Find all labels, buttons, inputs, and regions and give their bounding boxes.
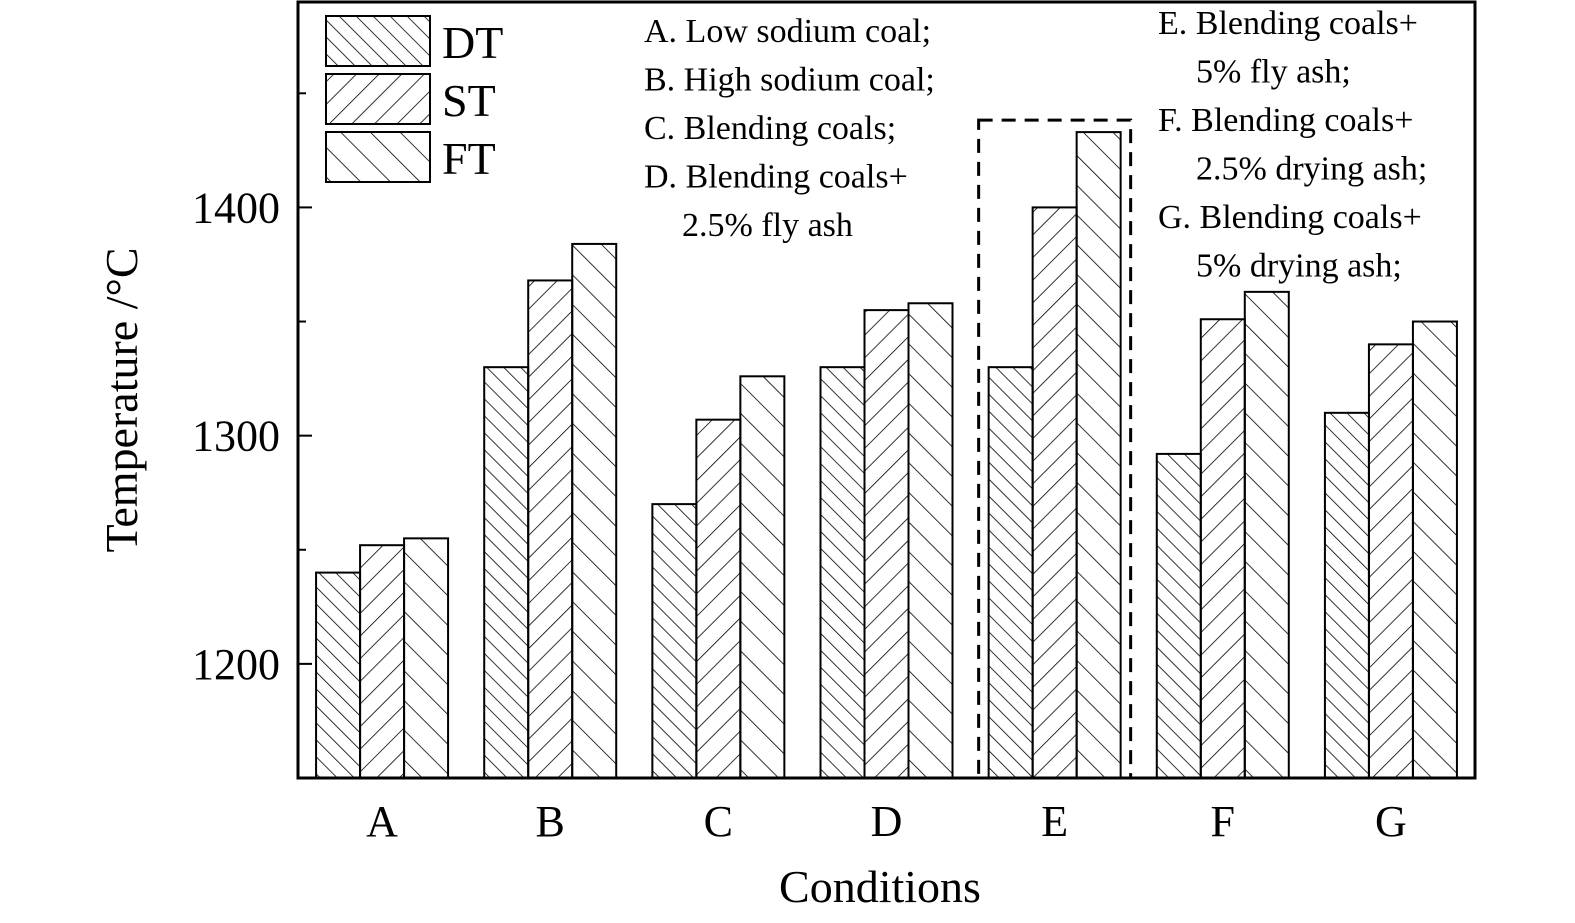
x-tick-label: E [1041,797,1068,846]
y-axis: 1200 1300 1400 [192,92,312,779]
annotation-line: B. High sodium coal; [644,62,935,99]
x-tick-label: B [536,797,565,846]
bar-st-d [863,309,910,779]
annotations: A. Low sodium coal; B. High sodium coal; C… [644,5,1427,285]
annotation-line: E. Blending coals+ [1158,5,1418,42]
bar-ft-b [571,242,618,780]
annotation-line: C. Blending coals; [644,110,896,147]
legend: DT ST FT [325,15,503,184]
annotation-line: 2.5% drying ash; [1196,151,1427,188]
y-tick-label: 1300 [192,412,280,461]
bar-st-f [1199,318,1246,779]
annotation-line: G. Blending coals+ [1158,199,1422,236]
annotation-line: 5% drying ash; [1196,248,1402,285]
x-tick-label: G [1375,797,1407,846]
x-tick-label: F [1211,797,1235,846]
bar-dt-c [651,503,698,779]
bar-st-c [695,418,742,779]
x-tick-label: C [704,797,733,846]
legend-label-ft: FT [442,133,496,184]
bar-dt-g [1323,411,1370,779]
bar-dt-b [483,366,530,779]
y-tick-label: 1400 [192,183,280,232]
y-axis-title: Temperature /°C [96,247,147,552]
annotation-line: A. Low sodium coal; [644,13,931,50]
x-axis: A B C D E F G [366,797,1407,846]
bar-ft-f [1243,290,1290,779]
annotation-line: 5% fly ash; [1196,54,1351,91]
legend-label-st: ST [442,75,496,126]
bar-dt-e [987,366,1034,779]
x-tick-label: D [871,797,903,846]
bar-dt-d [819,366,866,779]
legend-swatch-st [325,73,431,125]
x-axis-title: Conditions [779,861,981,912]
y-tick-label: 1200 [192,640,280,689]
bars [315,131,1458,780]
bar-ft-a [403,537,450,780]
x-tick-label: A [366,797,398,846]
bar-ft-g [1411,320,1458,779]
annotation-line: 2.5% fly ash [682,207,853,244]
bar-ft-e [1075,131,1122,779]
annotation-line: F. Blending coals+ [1158,102,1413,139]
bar-ft-d [907,302,954,779]
bar-ft-c [739,375,786,779]
bar-st-a [359,544,406,780]
bar-st-e [1031,206,1078,780]
legend-swatch-ft [325,131,431,183]
bar-st-b [527,279,574,779]
legend-swatch-dt [325,15,431,67]
bar-dt-a [315,571,362,780]
legend-label-dt: DT [442,17,503,68]
bar-dt-f [1155,452,1202,779]
bar-st-g [1367,343,1414,779]
annotation-line: D. Blending coals+ [644,159,908,196]
plot-frame [296,0,1477,780]
